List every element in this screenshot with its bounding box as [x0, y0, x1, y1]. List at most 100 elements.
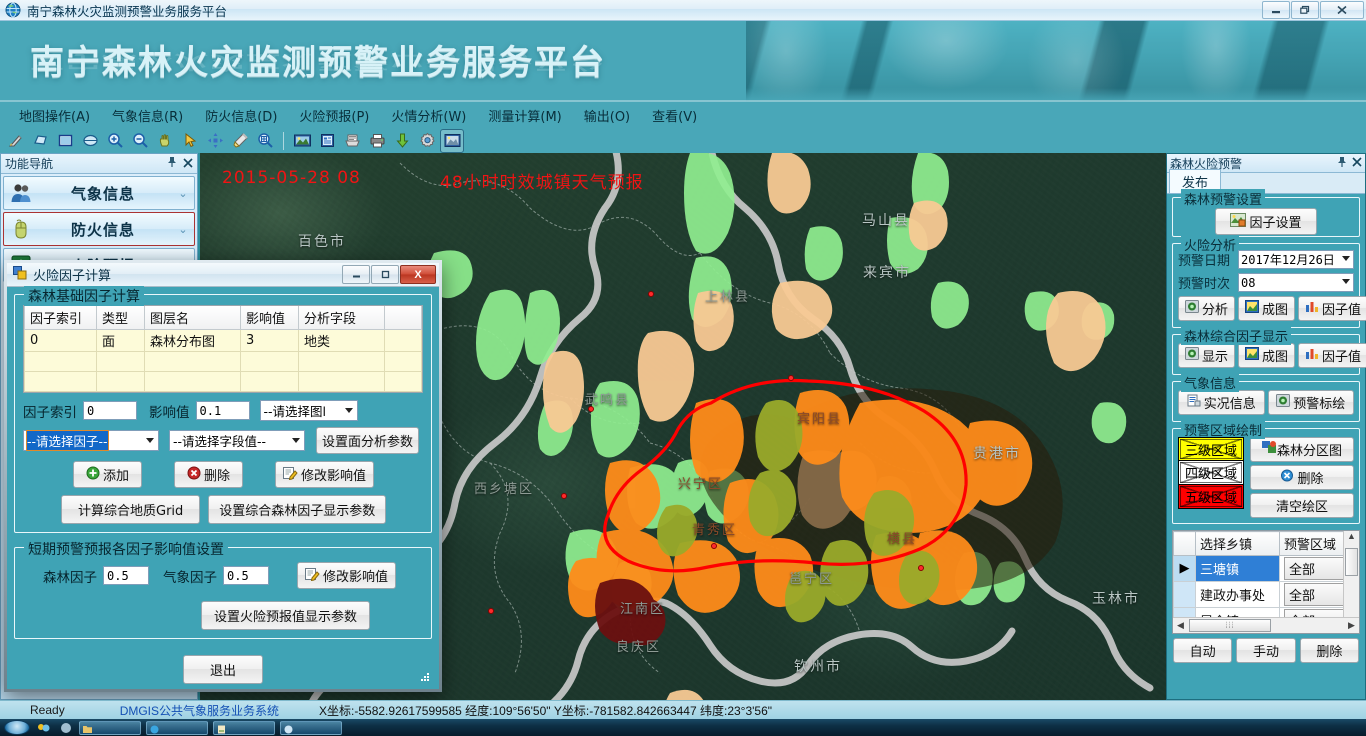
menu-view[interactable]: 查看(V): [652, 109, 698, 125]
factor-value-button-2[interactable]: 因子值: [1298, 343, 1366, 368]
table-row[interactable]: [24, 351, 422, 372]
resize-grip[interactable]: [418, 670, 430, 682]
row-area[interactable]: 全部: [1280, 634, 1359, 635]
analyze-button[interactable]: 分析: [1178, 296, 1236, 321]
weather-factor-input[interactable]: 0.5: [223, 566, 269, 585]
menu-fire-risk-forecast[interactable]: 火险预报(P): [299, 109, 370, 125]
dialog-titlebar[interactable]: 火险因子计算 X: [7, 263, 439, 287]
render-map-button[interactable]: 成图: [1238, 296, 1296, 321]
download-icon[interactable]: [391, 130, 413, 152]
table-vertical-scrollbar[interactable]: ▲: [1343, 531, 1359, 617]
add-button[interactable]: 添加: [73, 461, 143, 488]
render-map-button-2[interactable]: 成图: [1238, 343, 1296, 368]
quick-launch-icon-2[interactable]: [58, 721, 74, 735]
scroll-up-arrow[interactable]: ▲: [1347, 531, 1356, 541]
taskbar-item-app[interactable]: [280, 720, 342, 735]
os-close-button[interactable]: [1320, 1, 1364, 19]
full-extent-icon[interactable]: [204, 130, 226, 152]
pencil-icon[interactable]: [4, 130, 26, 152]
scroll-thumb-h[interactable]: ⦙⦙⦙: [1189, 619, 1271, 632]
polygon-icon[interactable]: [29, 130, 51, 152]
menu-map-operations[interactable]: 地图操作(A): [19, 109, 91, 125]
scroll-left-arrow[interactable]: ◀: [1177, 620, 1184, 630]
zoom-out-icon[interactable]: [129, 130, 151, 152]
select-arrow-icon[interactable]: [179, 130, 201, 152]
modify-influence-button[interactable]: 修改影响值: [275, 461, 375, 488]
dialog-minimize-button[interactable]: [342, 265, 370, 284]
taskbar-item-explorer[interactable]: [79, 720, 141, 735]
nav-fire-prevention[interactable]: 防火信息 ⌄: [3, 212, 195, 246]
scroll-right-arrow[interactable]: ▶: [1348, 620, 1355, 630]
print-icon[interactable]: [366, 130, 388, 152]
delete-button[interactable]: 删除: [174, 461, 244, 488]
picture-export-icon[interactable]: [440, 128, 464, 153]
table-horizontal-scrollbar[interactable]: ◀ ⦙⦙⦙ ▶: [1173, 617, 1359, 633]
delete-button[interactable]: 删除: [1250, 465, 1354, 490]
auto-button[interactable]: 自动: [1173, 638, 1233, 663]
quick-launch-icon[interactable]: [36, 721, 52, 735]
print-preview-icon[interactable]: [341, 130, 363, 152]
township-table[interactable]: 选择乡镇 预警区域 ▶ 三塘镇 全部 建政办事处 全部: [1172, 530, 1360, 634]
exit-button[interactable]: 退出: [182, 655, 263, 684]
show-button[interactable]: 显示: [1178, 343, 1236, 368]
influence-value-input[interactable]: 0.1: [195, 401, 250, 420]
factor-value-button[interactable]: 因子值: [1298, 296, 1366, 321]
image-layer-icon[interactable]: [291, 130, 313, 152]
warning-plot-button[interactable]: 预警标绘: [1267, 390, 1354, 415]
table-row[interactable]: 建政办事处 全部: [1173, 581, 1359, 608]
scroll-thumb[interactable]: [1345, 548, 1358, 576]
forest-factor-input[interactable]: 0.5: [103, 566, 149, 585]
menu-fire-prevention[interactable]: 防火信息(D): [205, 109, 278, 125]
forest-zone-map-button[interactable]: 森林分区图: [1250, 437, 1354, 462]
eraser-brush-icon[interactable]: [229, 130, 251, 152]
legend-icon[interactable]: [316, 130, 338, 152]
zoom-select-icon[interactable]: [254, 130, 276, 152]
layer-select[interactable]: --请选择图l: [259, 400, 358, 421]
os-restore-button[interactable]: [1291, 1, 1319, 19]
table-row[interactable]: 0 面 森林分布图 3 地类: [24, 329, 422, 352]
dialog-maximize-button[interactable]: [371, 265, 399, 284]
field-value-select[interactable]: --请选择字段值--: [169, 430, 305, 451]
menu-weather-info[interactable]: 气象信息(R): [112, 109, 184, 125]
zone-level-4[interactable]: 四级区域: [1178, 461, 1244, 485]
composite-display-params-button[interactable]: 设置综合森林因子显示参数: [208, 495, 387, 524]
factor-index-input[interactable]: 0: [83, 401, 137, 420]
zone-level-5[interactable]: 五级区域: [1178, 485, 1244, 509]
dialog-close-button[interactable]: X: [400, 265, 436, 284]
table-row[interactable]: [24, 371, 422, 392]
table-row[interactable]: 沙井办事处 全部: [1174, 634, 1359, 635]
rectangle-icon[interactable]: [54, 130, 76, 152]
menu-output[interactable]: 输出(O): [583, 109, 631, 125]
warning-time-select[interactable]: 08: [1238, 273, 1354, 292]
pin-icon[interactable]: [1337, 156, 1347, 171]
modify-influence-button-2[interactable]: 修改影响值: [297, 562, 397, 589]
live-info-button[interactable]: 实况信息: [1178, 390, 1265, 415]
start-orb-icon[interactable]: [4, 720, 30, 735]
pan-hand-icon[interactable]: [154, 130, 176, 152]
pin-icon[interactable]: [167, 156, 177, 171]
close-icon[interactable]: [1352, 156, 1362, 170]
nav-weather-info[interactable]: 气象信息 ⌄: [3, 176, 195, 210]
calc-grid-button[interactable]: 计算综合地质Grid: [61, 495, 201, 524]
settings-gear-icon[interactable]: [416, 130, 438, 152]
taskbar-item-browser[interactable]: [146, 720, 208, 735]
warning-date-picker[interactable]: 2017年12月26日: [1238, 250, 1354, 269]
table-row[interactable]: ▶ 三塘镇 全部: [1173, 555, 1359, 582]
zoom-in-icon[interactable]: [104, 130, 126, 152]
menu-measure-calc[interactable]: 测量计算(M): [488, 109, 562, 125]
clear-draw-button[interactable]: 清空绘区: [1250, 493, 1354, 518]
factor-table[interactable]: 因子索引 类型 图层名 影响值 分析字段 0 面 森林分布图: [23, 305, 423, 393]
taskbar-item-document[interactable]: [213, 720, 275, 735]
factor-settings-button[interactable]: 因子设置: [1215, 208, 1317, 235]
set-area-params-button[interactable]: 设置面分析参数: [316, 427, 420, 454]
fire-risk-display-params-button[interactable]: 设置火险预报值显示参数: [201, 601, 371, 630]
os-minimize-button[interactable]: [1262, 1, 1290, 19]
ellipse-icon[interactable]: [79, 130, 101, 152]
menu-fire-analysis[interactable]: 火情分析(W): [391, 109, 467, 125]
map-datestamp: 2015-05-28 08: [222, 168, 361, 188]
close-icon[interactable]: [183, 157, 193, 171]
factor-select[interactable]: --请选择因子--: [23, 430, 159, 451]
delete-row-button[interactable]: 删除: [1299, 638, 1359, 663]
manual-button[interactable]: 手动: [1236, 638, 1296, 663]
zone-level-3[interactable]: 三级区域: [1178, 437, 1244, 461]
